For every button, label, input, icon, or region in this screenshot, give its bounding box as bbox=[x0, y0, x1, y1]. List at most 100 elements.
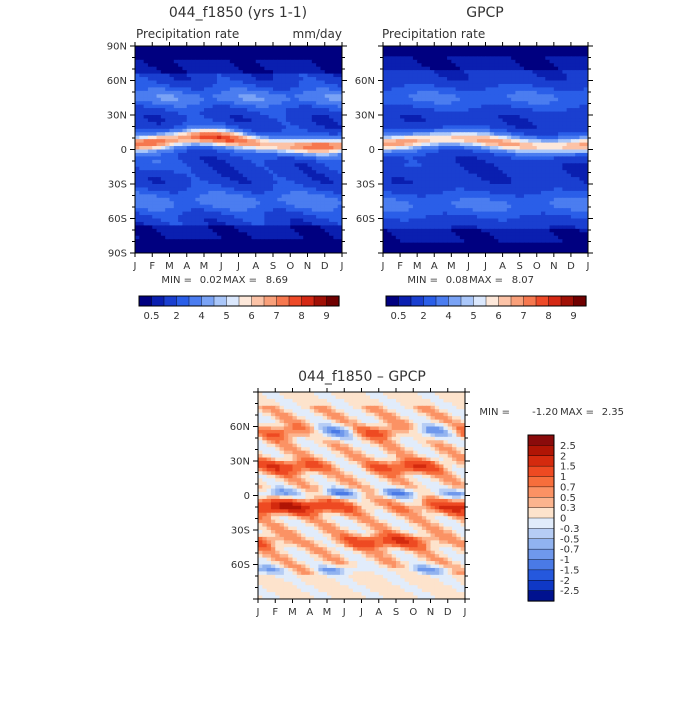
heatmap-cell bbox=[251, 225, 256, 229]
heatmap-cell bbox=[148, 239, 153, 243]
heatmap-cell bbox=[456, 136, 461, 140]
heatmap-cell bbox=[562, 77, 567, 81]
heatmap-cell bbox=[170, 205, 175, 209]
heatmap-cell bbox=[528, 53, 533, 57]
heatmap-cell bbox=[383, 67, 388, 71]
heatmap-cell bbox=[325, 236, 330, 240]
heatmap-cell bbox=[439, 74, 444, 78]
heatmap-cell bbox=[161, 236, 166, 240]
heatmap-cell bbox=[329, 232, 334, 236]
heatmap-cell bbox=[404, 56, 409, 60]
heatmap-cell bbox=[264, 184, 269, 188]
heatmap-cell bbox=[392, 184, 397, 188]
heatmap-cell bbox=[295, 63, 300, 67]
heatmap-cell bbox=[413, 160, 418, 164]
heatmap-cell bbox=[234, 191, 239, 195]
heatmap-cell bbox=[243, 232, 248, 236]
heatmap-cell bbox=[383, 163, 388, 167]
heatmap-cell bbox=[217, 177, 222, 181]
heatmap-cell bbox=[299, 170, 304, 174]
heatmap-cell bbox=[434, 112, 439, 116]
heatmap-cell bbox=[303, 84, 308, 88]
heatmap-cell bbox=[400, 46, 405, 50]
heatmap-cell bbox=[264, 112, 269, 116]
heatmap-cell bbox=[520, 84, 525, 88]
heatmap-cell bbox=[413, 170, 418, 174]
heatmap-cell bbox=[447, 49, 452, 53]
heatmap-cell bbox=[498, 77, 503, 81]
heatmap-cell bbox=[217, 129, 222, 133]
heatmap-cell bbox=[243, 115, 248, 119]
heatmap-cell bbox=[439, 132, 444, 136]
heatmap-cell bbox=[333, 163, 338, 167]
heatmap-cell bbox=[251, 46, 256, 50]
heatmap-cell bbox=[204, 84, 209, 88]
heatmap-cell bbox=[494, 108, 499, 112]
heatmap-cell bbox=[195, 184, 200, 188]
heatmap-cell bbox=[135, 246, 140, 250]
heatmap-cell bbox=[226, 146, 231, 150]
heatmap-cell bbox=[579, 77, 584, 81]
heatmap-cell bbox=[447, 77, 452, 81]
heatmap-cell bbox=[157, 63, 162, 67]
heatmap-cell bbox=[234, 118, 239, 122]
heatmap-cell bbox=[277, 160, 282, 164]
heatmap-cell bbox=[456, 91, 461, 95]
heatmap-cell bbox=[161, 105, 166, 109]
heatmap-cell bbox=[234, 143, 239, 147]
heatmap-cell bbox=[550, 136, 555, 140]
heatmap-cell bbox=[404, 77, 409, 81]
heatmap-cell bbox=[277, 74, 282, 78]
heatmap-cell bbox=[200, 125, 205, 129]
heatmap-cell bbox=[320, 60, 325, 64]
heatmap-cell bbox=[182, 67, 187, 71]
heatmap-cell bbox=[464, 129, 469, 133]
heatmap-cell bbox=[174, 81, 179, 85]
heatmap-cell bbox=[148, 191, 153, 195]
heatmap-cell bbox=[532, 132, 537, 136]
heatmap-cell bbox=[308, 187, 313, 191]
heatmap-cell bbox=[554, 167, 559, 171]
heatmap-cell bbox=[387, 77, 392, 81]
heatmap-cell bbox=[239, 184, 244, 188]
heatmap-cell bbox=[182, 156, 187, 160]
heatmap-cell bbox=[312, 87, 317, 91]
colorbar-label: 0.5 bbox=[144, 311, 160, 322]
heatmap-cell bbox=[264, 49, 269, 53]
heatmap-cell bbox=[443, 153, 448, 157]
heatmap-cell bbox=[221, 129, 226, 133]
heatmap-cell bbox=[170, 181, 175, 185]
heatmap-cell bbox=[545, 167, 550, 171]
heatmap-cell bbox=[230, 70, 235, 74]
heatmap-cell bbox=[303, 205, 308, 209]
colorbar-swatch bbox=[239, 296, 252, 306]
heatmap-cell bbox=[430, 77, 435, 81]
heatmap-cell bbox=[567, 81, 572, 85]
heatmap-cell bbox=[333, 246, 338, 250]
heatmap-cell bbox=[494, 174, 499, 178]
heatmap-cell bbox=[532, 177, 537, 181]
heatmap-cell bbox=[178, 67, 183, 71]
heatmap-cell bbox=[290, 156, 295, 160]
heatmap-cell bbox=[312, 198, 317, 202]
heatmap-cell bbox=[447, 74, 452, 78]
heatmap-cell bbox=[312, 129, 317, 133]
heatmap-cell bbox=[312, 174, 317, 178]
heatmap-cell bbox=[243, 84, 248, 88]
heatmap-cell bbox=[520, 150, 525, 154]
heatmap-cell bbox=[139, 115, 144, 119]
heatmap-cell bbox=[251, 94, 256, 98]
heatmap-cell bbox=[204, 177, 209, 181]
heatmap-cell bbox=[221, 229, 226, 233]
heatmap-cell bbox=[545, 129, 550, 133]
heatmap-cell bbox=[182, 60, 187, 64]
heatmap-cell bbox=[273, 129, 278, 133]
heatmap-cell bbox=[325, 53, 330, 57]
heatmap-cell bbox=[520, 108, 525, 112]
heatmap-cell bbox=[486, 101, 491, 105]
heatmap-cell bbox=[230, 239, 235, 243]
heatmap-cell bbox=[152, 212, 157, 216]
heatmap-cell bbox=[404, 160, 409, 164]
heatmap-cell bbox=[308, 132, 313, 136]
heatmap-cell bbox=[239, 174, 244, 178]
